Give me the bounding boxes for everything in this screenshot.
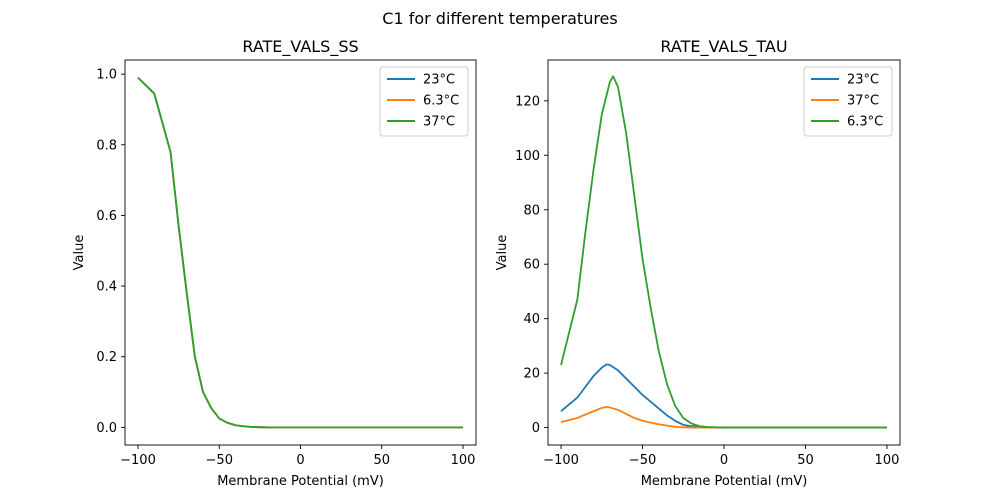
legend-label: 37°C <box>847 94 879 109</box>
x-tick-label: 100 <box>875 453 900 468</box>
y-tick-label: 60 <box>523 258 540 273</box>
y-tick-label: 120 <box>515 94 540 109</box>
legend-label: 6.3°C <box>423 94 459 109</box>
y-tick-label: 80 <box>523 203 540 218</box>
series-line-2 <box>560 75 887 429</box>
series-line-0 <box>560 363 887 429</box>
legend: 23°C 37°C 6.3°C <box>803 66 893 137</box>
y-tick-label: 0.0 <box>96 421 117 436</box>
y-tick-label: 40 <box>523 312 540 327</box>
x-tick-label: 100 <box>451 453 476 468</box>
legend-box <box>379 66 469 137</box>
y-tick-label: 0.4 <box>96 280 117 295</box>
legend: 23°C 6.3°C 37°C <box>379 66 469 137</box>
panel-rate-vals-ss: RATE_VALS_SS −100 −50 0 50 100 0.0 0.2 0.4 0.6 0.8… <box>72 37 477 489</box>
legend-label: 23°C <box>847 73 879 88</box>
y-tick-label: 0.2 <box>96 350 117 365</box>
figure-suptitle: C1 for different temperatures <box>382 9 617 28</box>
chart-title: RATE_VALS_SS <box>242 37 358 57</box>
legend-label: 23°C <box>423 73 455 88</box>
x-tick-label: −100 <box>120 453 156 468</box>
x-axis-label: Membrane Potential (mV) <box>217 474 384 489</box>
legend-label: 6.3°C <box>847 115 883 130</box>
y-tick-label: 0 <box>532 421 540 436</box>
y-tick-label: 20 <box>523 367 540 382</box>
x-tick-label: 50 <box>797 453 814 468</box>
y-tick-label: 100 <box>515 149 540 164</box>
y-tick-label: 0.6 <box>96 209 117 224</box>
x-tick-label: 0 <box>720 453 728 468</box>
x-tick-label: −50 <box>629 453 656 468</box>
legend-box <box>803 66 893 137</box>
y-tick-label: 0.8 <box>96 138 117 153</box>
x-tick-label: 50 <box>373 453 390 468</box>
y-axis-label: Value <box>72 235 87 271</box>
series-line-1 <box>560 405 887 429</box>
y-tick-label: 1.0 <box>96 68 117 83</box>
x-tick-label: 0 <box>296 453 304 468</box>
x-tick-label: −100 <box>543 453 579 468</box>
x-tick-label: −50 <box>206 453 233 468</box>
panel-rate-vals-tau: RATE_VALS_TAU −100 −50 0 50 100 0 20 40 60 80 100 12… <box>495 37 901 489</box>
y-axis-label: Value <box>495 235 510 271</box>
chart-title: RATE_VALS_TAU <box>660 37 787 57</box>
legend-label: 37°C <box>423 115 455 130</box>
x-axis-label: Membrane Potential (mV) <box>641 474 808 489</box>
series-line-2 <box>137 77 463 429</box>
